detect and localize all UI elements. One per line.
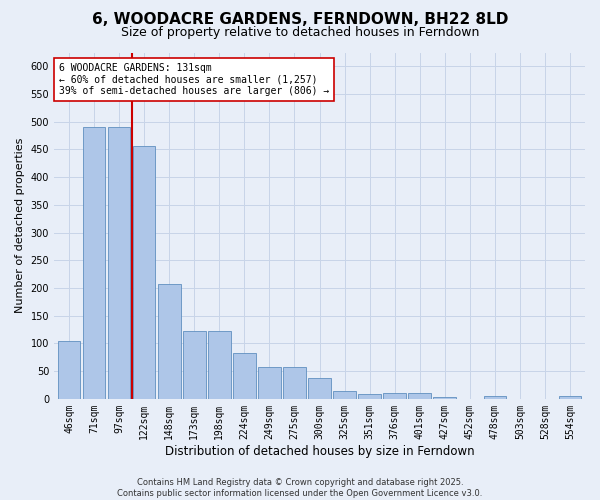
Bar <box>83 128 106 399</box>
Text: Size of property relative to detached houses in Ferndown: Size of property relative to detached ho… <box>121 26 479 39</box>
Bar <box>208 331 230 399</box>
Bar <box>158 284 181 399</box>
Bar <box>308 378 331 399</box>
Text: 6 WOODACRE GARDENS: 131sqm
← 60% of detached houses are smaller (1,257)
39% of s: 6 WOODACRE GARDENS: 131sqm ← 60% of deta… <box>59 63 329 96</box>
Text: Contains HM Land Registry data © Crown copyright and database right 2025.
Contai: Contains HM Land Registry data © Crown c… <box>118 478 482 498</box>
Bar <box>133 146 155 399</box>
X-axis label: Distribution of detached houses by size in Ferndown: Distribution of detached houses by size … <box>165 444 475 458</box>
Bar <box>58 340 80 399</box>
Bar <box>108 128 130 399</box>
Bar <box>383 394 406 399</box>
Bar <box>333 391 356 399</box>
Bar <box>484 396 506 399</box>
Bar <box>559 396 581 399</box>
Bar <box>358 394 381 399</box>
Bar <box>233 354 256 399</box>
Bar <box>433 396 456 399</box>
Text: 6, WOODACRE GARDENS, FERNDOWN, BH22 8LD: 6, WOODACRE GARDENS, FERNDOWN, BH22 8LD <box>92 12 508 28</box>
Y-axis label: Number of detached properties: Number of detached properties <box>15 138 25 314</box>
Bar <box>183 331 206 399</box>
Bar <box>258 366 281 399</box>
Bar <box>283 366 306 399</box>
Bar <box>409 394 431 399</box>
